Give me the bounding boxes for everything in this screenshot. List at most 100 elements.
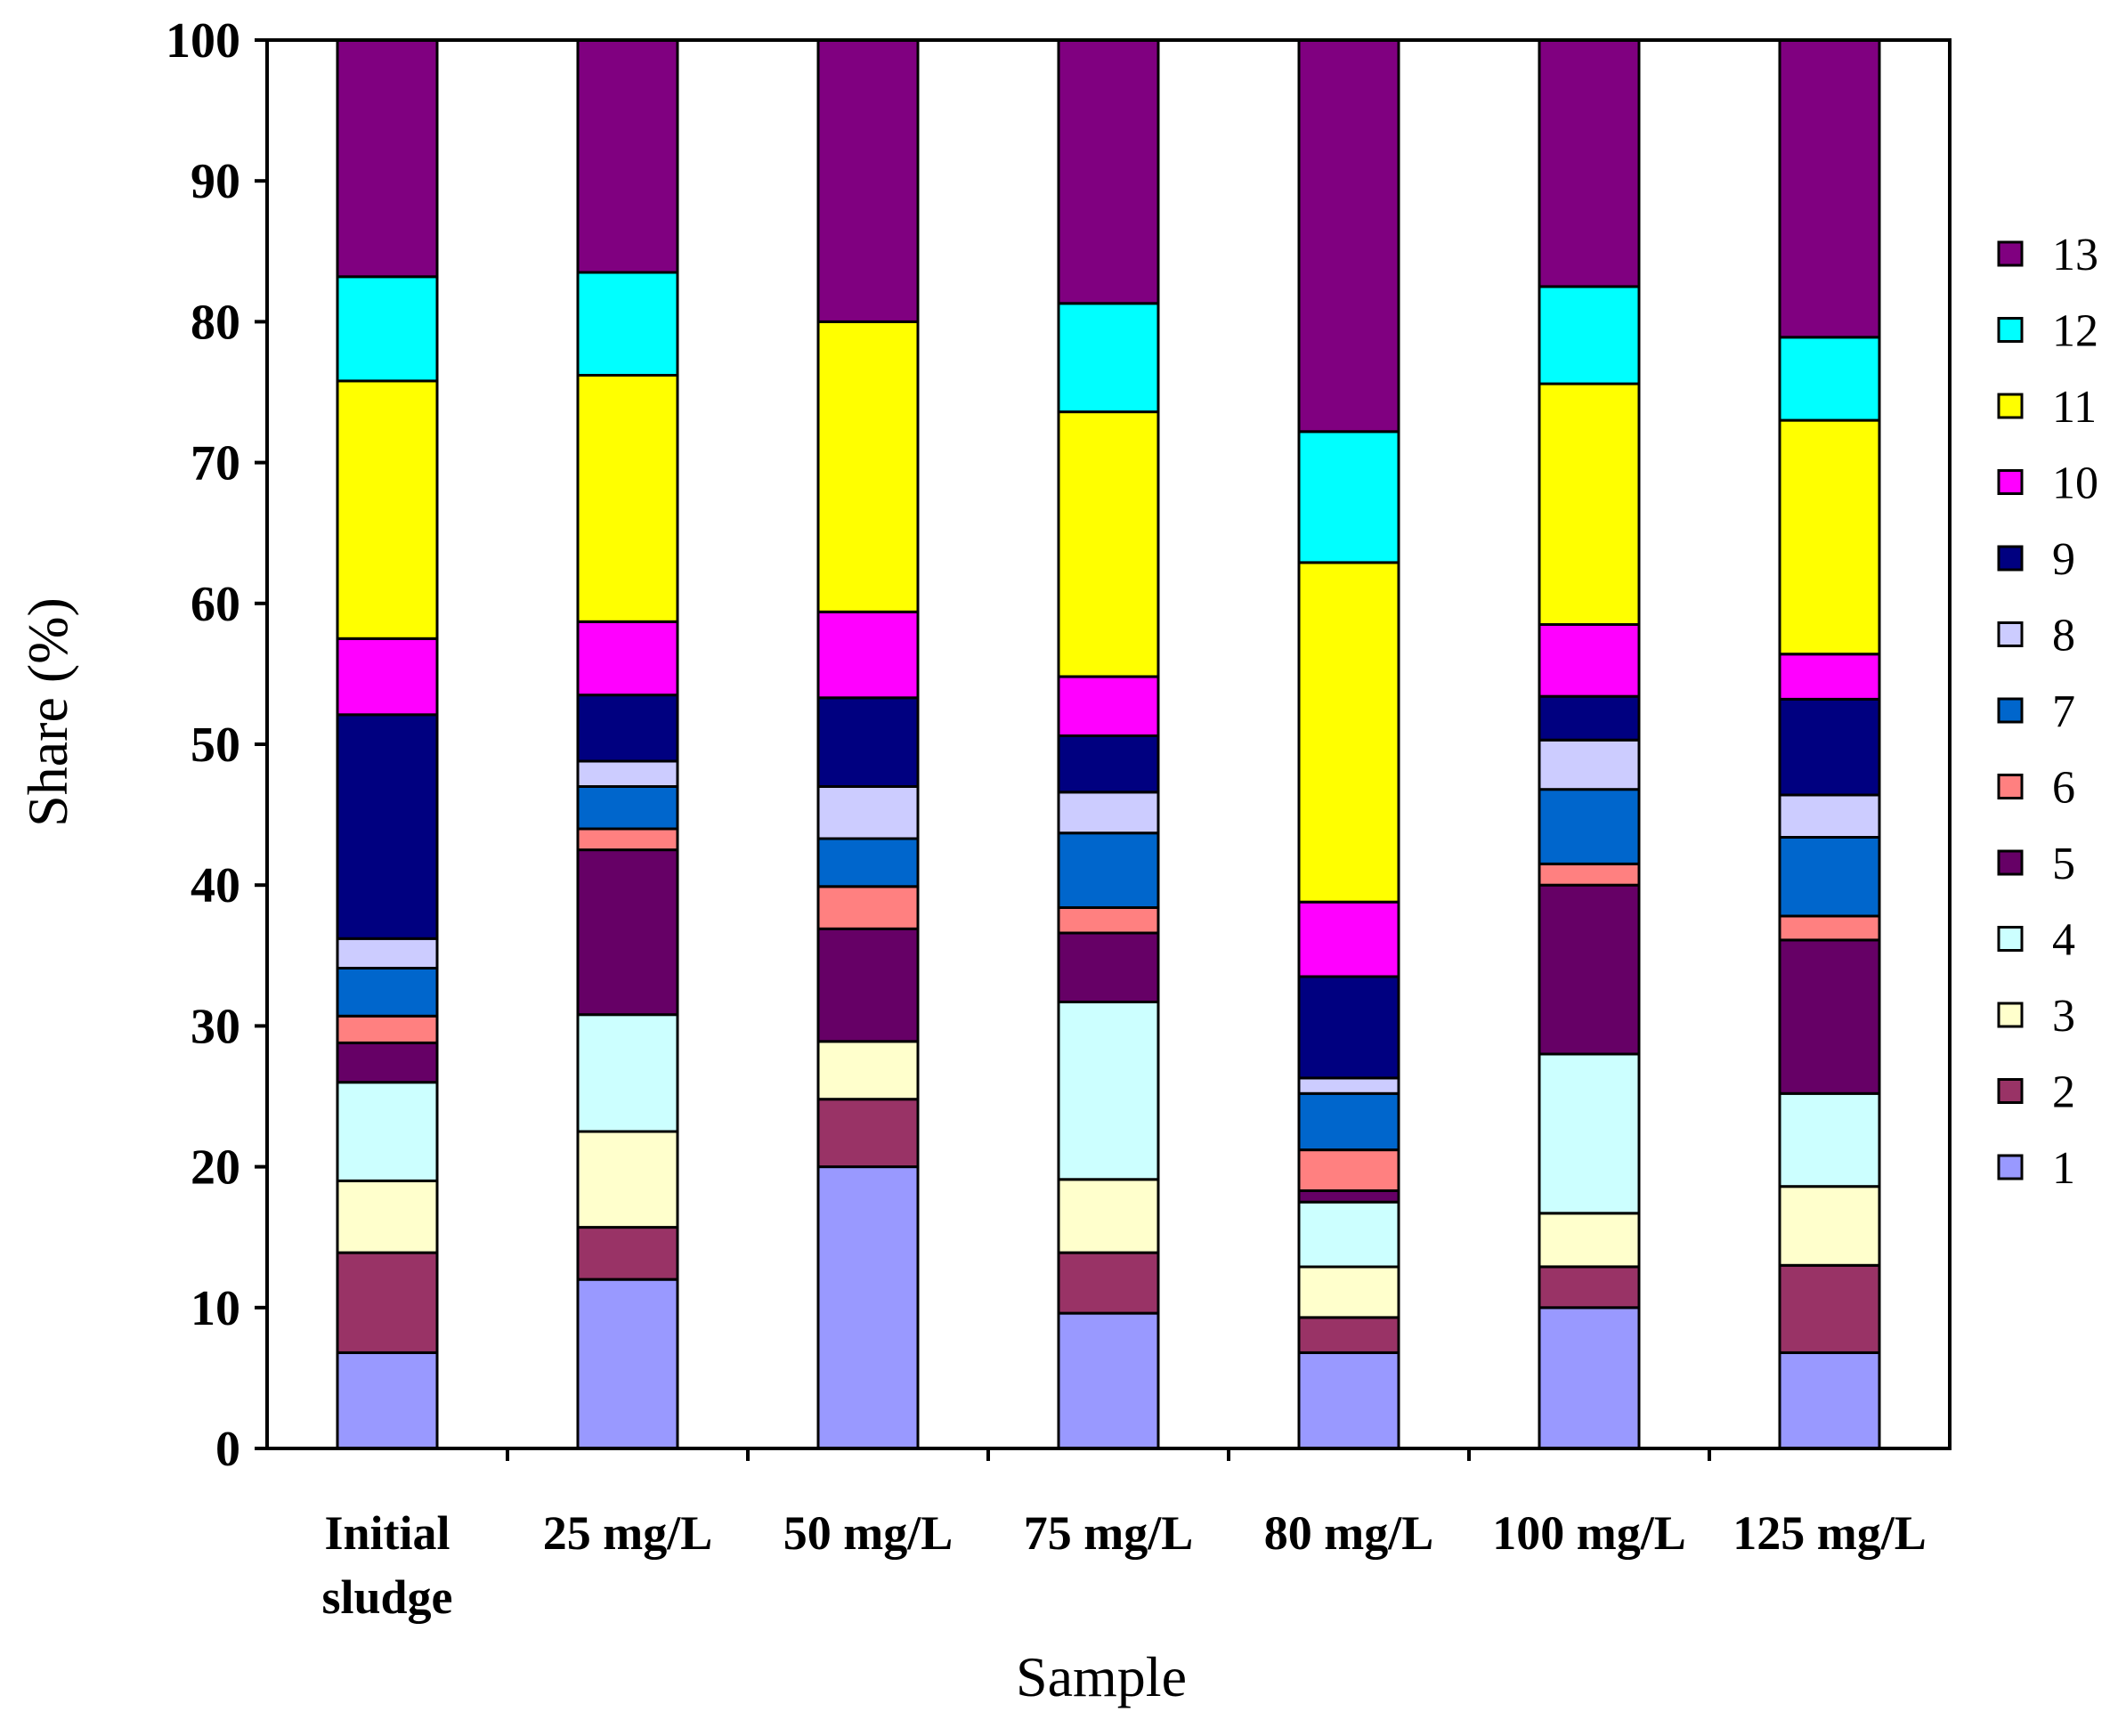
y-tick-label: 60 (191, 577, 240, 632)
legend-label-9: 9 (2052, 534, 2075, 585)
bar-segment-7-6 (1538, 788, 1641, 865)
bar-segment-2-1 (336, 1251, 439, 1354)
legend-swatch-8 (1997, 621, 2024, 647)
legend-label-7: 7 (2052, 686, 2075, 737)
bar-segment-5-1 (336, 1041, 439, 1084)
bar-segment-13-6 (1538, 38, 1641, 288)
y-tick-label: 20 (191, 1140, 240, 1196)
y-tick-label: 80 (191, 295, 240, 350)
x-tick-label: Initial sludge (321, 1506, 452, 1624)
bar-segment-7-1 (336, 967, 439, 1018)
bar-segment-5-4 (1057, 931, 1160, 1003)
bar-segment-4-1 (336, 1081, 439, 1182)
bar-segment-4-2 (576, 1013, 679, 1133)
legend-swatch-12 (1997, 317, 2024, 343)
bar-segment-10-7 (1778, 653, 1881, 701)
bar-segment-2-3 (816, 1098, 920, 1169)
legend-label-5: 5 (2052, 839, 2075, 889)
bar-segment-12-2 (576, 271, 679, 377)
bar-segment-12-4 (1057, 302, 1160, 414)
bar-segment-13-7 (1778, 38, 1881, 339)
bar-segment-10-1 (336, 637, 439, 717)
bar-segment-1-2 (576, 1278, 679, 1450)
legend-swatch-10 (1997, 469, 2024, 495)
bar-segment-4-6 (1538, 1052, 1641, 1215)
x-axis-title: Sample (1016, 1645, 1187, 1708)
bar-segment-11-4 (1057, 410, 1160, 678)
bar-segment-9-4 (1057, 734, 1160, 794)
bar-segment-9-7 (1778, 697, 1881, 797)
bar-segment-11-5 (1297, 561, 1400, 904)
bar-segment-5-6 (1538, 883, 1641, 1056)
bar-segment-1-6 (1538, 1306, 1641, 1450)
bar-segment-8-4 (1057, 791, 1160, 835)
bar-segment-10-6 (1538, 623, 1641, 698)
y-tick-label: 30 (191, 999, 240, 1054)
bar-segment-13-3 (816, 38, 920, 323)
bar-segment-6-6 (1538, 863, 1641, 887)
x-tick-label: 80 mg/L (1264, 1506, 1434, 1560)
legend-swatch-7 (1997, 697, 2024, 724)
bar-segment-3-2 (576, 1130, 679, 1229)
bar-segment-6-4 (1057, 906, 1160, 935)
legend-swatch-3 (1997, 1002, 2024, 1028)
bar-segment-6-3 (816, 885, 920, 930)
bar-segment-10-5 (1297, 900, 1400, 978)
bar-segment-2-4 (1057, 1251, 1160, 1315)
bar-segment-5-7 (1778, 938, 1881, 1095)
bar-segment-7-7 (1778, 835, 1881, 918)
x-tick-label: 125 mg/L (1733, 1506, 1927, 1560)
legend: 13 12 11 10 9 8 7 6 5 4 3 2 1 (1997, 230, 2098, 1194)
bar-segment-1-3 (816, 1165, 920, 1450)
legend-swatch-11 (1997, 393, 2024, 419)
bar-segment-11-2 (576, 374, 679, 623)
bars-layer (336, 38, 1881, 1450)
bar-segment-3-7 (1778, 1185, 1881, 1267)
bar-segment-13-5 (1297, 38, 1400, 434)
bar-segment-12-1 (336, 275, 439, 383)
bar-segment-4-4 (1057, 1001, 1160, 1181)
bar-segment-1-4 (1057, 1311, 1160, 1450)
bar-segment-3-3 (816, 1040, 920, 1101)
legend-swatch-6 (1997, 774, 2024, 799)
y-tick-label: 100 (166, 13, 240, 69)
bar-segment-3-4 (1057, 1178, 1160, 1254)
y-tick-label: 70 (191, 436, 240, 491)
y-tick-label: 10 (191, 1281, 240, 1336)
bar-segment-5-2 (576, 848, 679, 1017)
legend-swatch-4 (1997, 926, 2024, 952)
bar-segment-7-3 (816, 837, 920, 888)
bar-segment-2-5 (1297, 1316, 1400, 1354)
bar-segment-1-1 (336, 1351, 439, 1450)
bar-segment-12-6 (1538, 285, 1641, 385)
bar-segment-9-2 (576, 694, 679, 763)
legend-label-11: 11 (2052, 382, 2097, 433)
legend-label-1: 1 (2052, 1143, 2075, 1194)
bar-segment-10-4 (1057, 675, 1160, 737)
bar-segment-11-3 (816, 320, 920, 613)
bar-segment-9-1 (336, 713, 439, 940)
legend-swatch-13 (1997, 240, 2024, 267)
bar-segment-8-3 (816, 785, 920, 840)
legend-label-4: 4 (2052, 915, 2075, 966)
x-tick-label: 100 mg/L (1492, 1506, 1686, 1560)
x-tick-label: 75 mg/L (1024, 1506, 1194, 1560)
bar-segment-3-5 (1297, 1265, 1400, 1319)
legend-label-8: 8 (2052, 611, 2075, 661)
legend-label-2: 2 (2052, 1067, 2075, 1118)
legend-swatch-2 (1997, 1078, 2024, 1104)
bar-segment-9-5 (1297, 975, 1400, 1080)
bar-segment-6-1 (336, 1014, 439, 1044)
bar-segment-8-1 (336, 937, 439, 970)
bar-segment-11-6 (1538, 382, 1641, 626)
bar-segment-3-1 (336, 1179, 439, 1254)
bar-segment-7-2 (576, 785, 679, 831)
bar-segment-11-7 (1778, 418, 1881, 656)
legend-swatch-9 (1997, 545, 2024, 572)
x-tick-label: 25 mg/L (543, 1506, 713, 1560)
y-tick-label: 50 (191, 718, 240, 773)
legend-label-6: 6 (2052, 763, 2075, 814)
bar-segment-8-6 (1538, 738, 1641, 791)
bar-segment-13-1 (336, 38, 439, 279)
